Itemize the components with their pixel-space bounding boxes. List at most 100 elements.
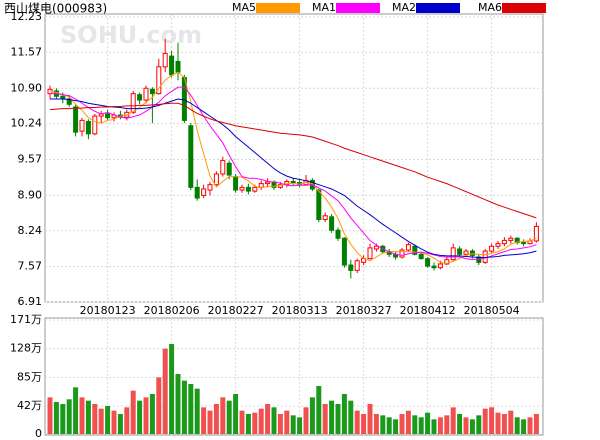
x-tick-label: 20180227 <box>208 304 264 317</box>
candle-body <box>79 119 85 132</box>
volume-bar <box>149 394 155 434</box>
x-tick-label: 20180504 <box>464 304 520 317</box>
volume-bar <box>457 414 463 434</box>
volume-bar <box>156 377 162 434</box>
volume-tick-label: 128万 <box>10 342 42 355</box>
candle-body <box>533 225 539 242</box>
volume-bar <box>252 412 258 434</box>
y-tick-label: 8.90 <box>18 188 43 201</box>
legend-label: MA5 <box>232 1 256 14</box>
y-tick-label: 9.57 <box>18 153 43 166</box>
legend-swatch <box>502 3 546 13</box>
candle-body <box>489 245 495 252</box>
volume-bar <box>60 404 66 434</box>
volume-bar <box>380 415 386 434</box>
y-tick-label: 8.24 <box>18 224 43 237</box>
candle-body <box>367 247 373 260</box>
volume-bar <box>437 417 443 434</box>
candle-body <box>143 87 149 101</box>
candle-body <box>354 260 360 271</box>
candle-body <box>156 66 162 95</box>
legend-label: MA20 <box>392 1 423 14</box>
x-tick-label: 20180327 <box>336 304 392 317</box>
volume-bar <box>239 410 245 434</box>
y-tick-label: 10.90 <box>11 81 43 94</box>
volume-bar <box>450 407 456 434</box>
volume-bar <box>329 400 335 434</box>
volume-bar <box>335 404 341 434</box>
y-tick-label: 11.57 <box>11 45 43 58</box>
candle-body <box>463 250 469 255</box>
volume-bar <box>418 417 424 434</box>
candle-body <box>239 186 245 191</box>
volume-bar <box>469 419 475 434</box>
candle-body <box>348 264 354 271</box>
volume-bar <box>399 414 405 434</box>
volume-bar <box>124 407 130 434</box>
candle-body <box>73 106 79 133</box>
y-tick-label: 12.23 <box>11 10 43 23</box>
volume-tick-label: 171万 <box>10 313 42 326</box>
candle-body <box>405 244 411 251</box>
ma-line <box>50 86 537 261</box>
candle-body <box>322 215 328 220</box>
volume-bar <box>201 407 207 434</box>
y-tick-label: 10.24 <box>11 117 43 130</box>
volume-bar <box>373 414 379 434</box>
volume-bar <box>47 397 53 434</box>
candle-body <box>213 173 219 186</box>
candle-body <box>399 249 405 258</box>
volume-bar <box>92 404 98 434</box>
candle-body <box>220 160 226 175</box>
candle-body <box>508 237 514 241</box>
volume-bar <box>527 417 533 434</box>
volume-tick-label: 42万 <box>17 399 42 412</box>
volume-bar <box>175 374 181 434</box>
ma-line <box>49 102 537 219</box>
candle-body <box>105 113 111 119</box>
volume-bar <box>303 407 309 434</box>
candle-body <box>85 120 91 135</box>
volume-bar <box>226 400 232 434</box>
candle-body <box>245 186 251 192</box>
candle-body <box>284 180 290 186</box>
volume-tick-label: 85万 <box>17 370 42 383</box>
volume-bar <box>66 399 72 434</box>
candle-body <box>373 245 379 250</box>
watermark: SOHU.com <box>60 21 202 49</box>
candle-body <box>316 189 322 221</box>
volume-bar <box>354 410 360 434</box>
x-tick-label: 20180412 <box>400 304 456 317</box>
candle-body <box>514 237 520 244</box>
volume-bar <box>425 412 431 434</box>
volume-bar <box>284 410 290 434</box>
volume-bar <box>316 386 322 434</box>
legend-label: MA60 <box>478 1 509 14</box>
candle-body <box>341 237 347 266</box>
candle-body <box>457 248 463 255</box>
volume-bar <box>258 408 264 434</box>
volume-bar <box>271 407 277 434</box>
volume-bar <box>501 414 507 434</box>
volume-bar <box>508 410 514 434</box>
candle-body <box>233 176 239 191</box>
candle-body <box>130 93 136 113</box>
volume-bar <box>98 408 104 434</box>
candle-body <box>412 245 418 255</box>
volume-bar <box>169 344 175 434</box>
volume-bar <box>290 415 296 434</box>
candle-body <box>207 184 213 191</box>
x-tick-label: 20180313 <box>272 304 328 317</box>
volume-bar <box>105 406 111 434</box>
volume-bar <box>111 410 117 434</box>
candle-body <box>258 183 264 188</box>
legend-label: MA10 <box>312 1 343 14</box>
candle-body <box>431 265 437 269</box>
volume-bar <box>73 387 79 434</box>
volume-bar <box>463 417 469 434</box>
volume-bar <box>348 400 354 434</box>
candle-body <box>290 180 296 184</box>
volume-bar <box>85 400 91 434</box>
candle-body <box>482 250 488 263</box>
